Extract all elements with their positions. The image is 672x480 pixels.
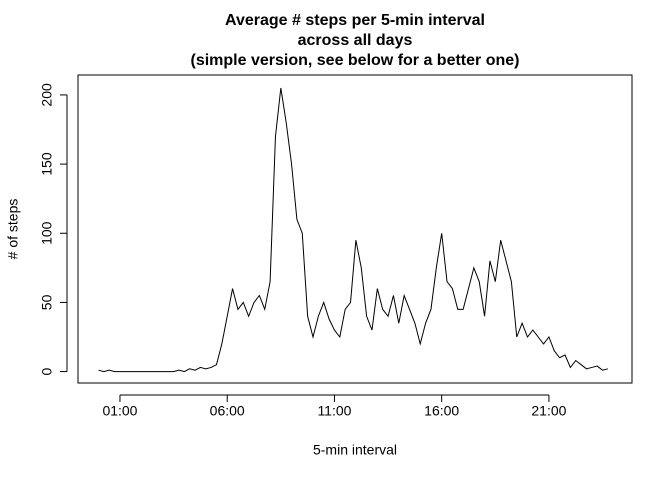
x-axis-label: 5-min interval	[313, 442, 397, 458]
chart-title: Average # steps per 5-min interval	[225, 12, 485, 29]
y-axis-label: # of steps	[5, 199, 21, 260]
chart-title: across all days	[298, 32, 413, 49]
x-tick-label: 21:00	[531, 403, 566, 419]
y-tick-label: 50	[39, 294, 55, 310]
plot-frame	[77, 74, 633, 384]
x-tick-label: 11:00	[317, 403, 351, 419]
y-tick-label: 200	[39, 83, 55, 107]
y-tick-label: 150	[39, 152, 55, 176]
chart-title: (simple version, see below for a better …	[191, 52, 520, 69]
x-tick-label: 01:00	[102, 403, 137, 419]
y-tick-label: 100	[39, 221, 55, 245]
data-line	[98, 87, 609, 373]
y-tick-label: 0	[39, 367, 55, 375]
x-tick-label: 16:00	[424, 403, 459, 419]
x-tick-label: 06:00	[210, 403, 245, 419]
